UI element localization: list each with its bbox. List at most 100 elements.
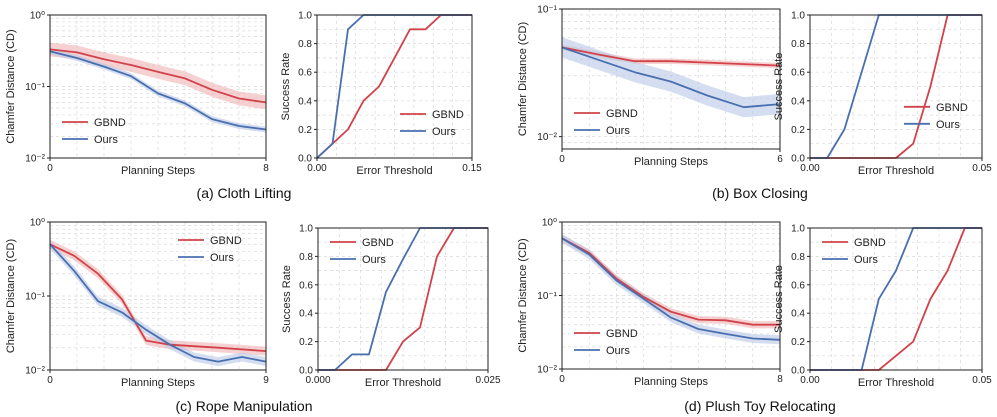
- x-axis-label: Planning Steps: [634, 156, 708, 168]
- x-axis-label: Error Threshold: [858, 377, 934, 389]
- y-tick-label: 1.0: [791, 224, 805, 235]
- y-tick-label: 10⁰: [30, 218, 45, 229]
- legend-label-gbnd: GBND: [432, 109, 464, 121]
- y-axis-label: Chamfer Distance (CD): [517, 238, 529, 352]
- y-tick-label: 0.8: [791, 252, 805, 263]
- y-axis-label: Chamfer Distance (CD): [5, 29, 17, 143]
- x-tick-label: 6: [777, 154, 783, 165]
- legend-label-ours: Ours: [432, 126, 456, 138]
- y-tick-label: 10⁻²: [537, 132, 557, 143]
- band-gbnd: [50, 239, 266, 356]
- legend-label-ours: Ours: [606, 345, 630, 357]
- legend-label-ours: Ours: [606, 125, 630, 137]
- y-tick-label: 0.4: [299, 309, 313, 320]
- y-tick-label: 0.2: [791, 125, 805, 136]
- x-tick-label: 0: [559, 154, 565, 165]
- y-axis-label: Success Rate: [773, 265, 785, 333]
- legend: GBND Ours: [574, 328, 638, 357]
- legend-label-gbnd: GBND: [94, 117, 126, 129]
- series-line-ours: [561, 237, 781, 341]
- legend-label-gbnd: GBND: [606, 328, 638, 340]
- y-tick-label: 10⁻¹: [537, 291, 557, 302]
- caption-rope-manipulation: (c) Rope Manipulation: [176, 398, 313, 414]
- chart-cloth-sr: 0.00 0.15 0.0 0.2 0.4 0.6 0.8 1.0 Error Threshol…: [280, 11, 482, 178]
- x-axis-label: Planning Steps: [634, 376, 708, 388]
- y-tick-label: 0.4: [791, 309, 805, 320]
- grid: [50, 15, 266, 158]
- x-axis-label: Error Threshold: [858, 165, 934, 177]
- legend-label-gbnd: GBND: [362, 237, 394, 249]
- band-gbnd: [562, 234, 780, 329]
- x-axis-label: Planning Steps: [121, 377, 195, 389]
- band-ours: [50, 48, 266, 133]
- y-axis-label: Success Rate: [773, 53, 785, 121]
- chart-rope-sr: 0.000 0.025 0.0 0.2 0.4 0.6 0.8 1.0 Error Thresh…: [281, 224, 501, 390]
- y-tick-label: 1.0: [299, 224, 313, 235]
- x-axis-label: Error Threshold: [365, 377, 441, 389]
- y-tick-label: 0.6: [791, 68, 805, 79]
- y-tick-label: 0.2: [298, 125, 312, 136]
- y-tick-label: 0.4: [791, 96, 805, 107]
- y-tick-label: 0.4: [298, 96, 312, 107]
- y-tick-label: 0.6: [299, 280, 313, 291]
- series-line-ours: [561, 46, 781, 109]
- y-axis-label: Chamfer Distance (CD): [5, 239, 17, 353]
- caption-cloth-lifting: (a) Cloth Lifting: [197, 185, 292, 201]
- legend-label-ours: Ours: [94, 134, 118, 146]
- x-tick-label: 0: [47, 375, 53, 386]
- x-tick-label: 8: [777, 374, 783, 385]
- x-tick-label: 0.05: [972, 163, 992, 174]
- y-tick-label: 0.8: [791, 39, 805, 50]
- legend: GBND Ours: [904, 102, 968, 131]
- y-tick-label: 1.0: [298, 11, 312, 22]
- legend-label-gbnd: GBND: [936, 102, 968, 114]
- y-tick-label: 10⁻²: [537, 365, 557, 376]
- legend-label-ours: Ours: [936, 119, 960, 131]
- plot-frame: [809, 227, 983, 371]
- y-axis-label: Chamfer Distance (CD): [517, 22, 529, 136]
- band-ours: [50, 239, 266, 367]
- y-tick-label: 10⁻¹: [25, 82, 45, 93]
- y-axis-label: Success Rate: [280, 53, 292, 121]
- x-tick-label: 0.00: [800, 375, 820, 386]
- y-tick-label: 10⁻¹: [537, 5, 557, 16]
- chart-box-cd: 0 6 10⁻² 10⁻¹ Planning Steps Chamfer Distance…: [517, 5, 783, 169]
- legend-label-gbnd: GBND: [606, 108, 638, 120]
- y-tick-label: 1.0: [791, 11, 805, 22]
- x-tick-label: 0.15: [462, 163, 482, 174]
- y-tick-label: 10⁻¹: [25, 292, 45, 303]
- series-line-gbnd: [49, 243, 267, 352]
- y-tick-label: 0.8: [298, 39, 312, 50]
- plot-frame: [561, 8, 781, 150]
- chart-rope-cd: 0 9 10⁻² 10⁻¹ 10⁰ Planning Steps Chamfer Dista…: [5, 218, 269, 390]
- legend: GBND Ours: [62, 117, 126, 146]
- x-tick-label: 0.025: [475, 375, 500, 386]
- y-tick-label: 0.0: [298, 154, 312, 165]
- y-tick-label: 0.6: [298, 68, 312, 79]
- y-tick-label: 0.0: [299, 366, 313, 377]
- y-tick-label: 10⁰: [542, 218, 557, 229]
- chart-cloth-cd: 0 8 10⁻² 10⁻¹ 10⁰ Planning Steps Chamfer Dista…: [5, 11, 269, 178]
- caption-box-closing: (b) Box Closing: [712, 185, 808, 201]
- legend-label-gbnd: GBND: [854, 237, 886, 249]
- x-tick-label: 0.000: [305, 375, 330, 386]
- plot-frame: [317, 227, 489, 371]
- x-tick-label: 9: [263, 375, 269, 386]
- legend-label-ours: Ours: [362, 254, 386, 266]
- x-tick-label: 0.00: [307, 163, 327, 174]
- y-tick-label: 10⁻²: [25, 366, 45, 377]
- x-tick-label: 0.00: [800, 163, 820, 174]
- chart-box-sr: 0.00 0.05 0.0 0.2 0.4 0.6 0.8 1.0 Error Threshol…: [773, 11, 992, 178]
- legend-label-ours: Ours: [210, 252, 234, 264]
- legend: GBND Ours: [400, 109, 464, 138]
- y-tick-label: 10⁻²: [25, 154, 45, 165]
- series-line-ours: [49, 50, 267, 131]
- chart-plush-sr: 0.00 0.05 0.0 0.2 0.4 0.6 0.8 1.0 Error Threshol…: [773, 224, 992, 390]
- y-tick-label: 0.0: [791, 154, 805, 165]
- legend-label-gbnd: GBND: [210, 235, 242, 247]
- series-line-gbnd: [561, 46, 781, 67]
- series-line-gbnd: [561, 237, 780, 326]
- y-tick-label: 10⁰: [30, 11, 45, 22]
- series-line-gbnd: [49, 48, 267, 104]
- grid: [50, 222, 266, 370]
